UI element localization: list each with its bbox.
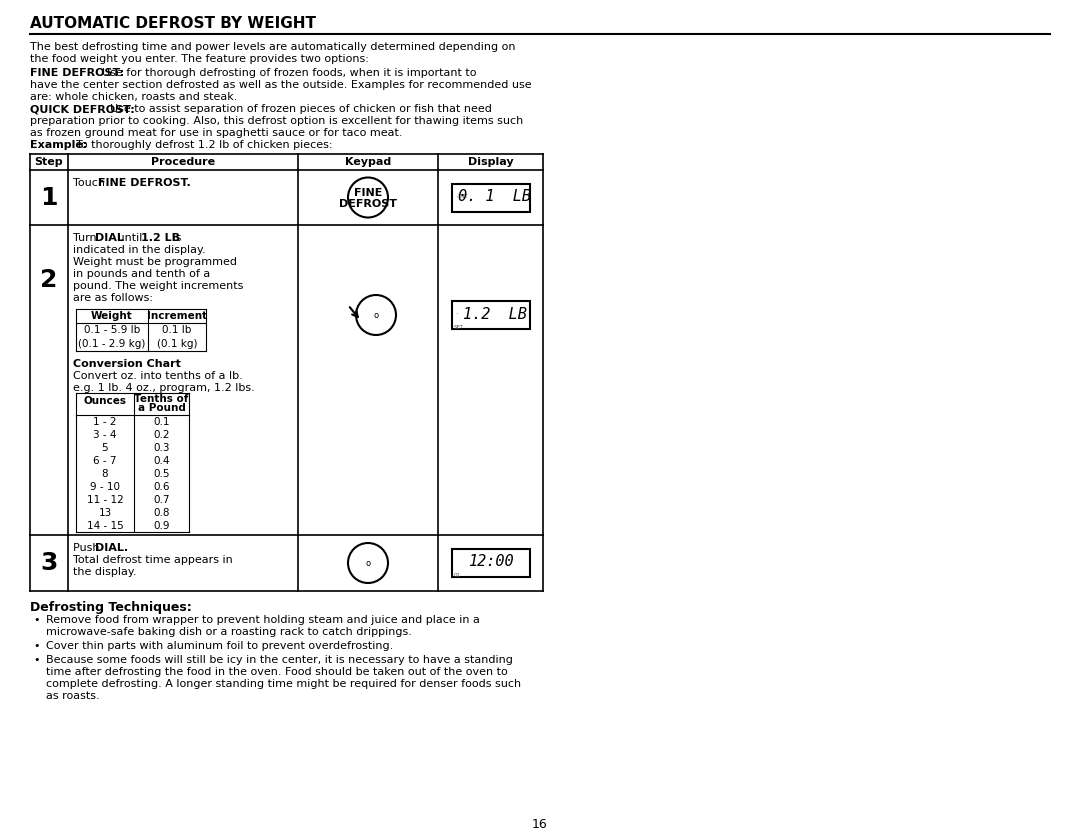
Text: Cover thin parts with aluminum foil to prevent overdefrosting.: Cover thin parts with aluminum foil to p… — [46, 641, 393, 651]
Text: 0.8: 0.8 — [153, 508, 170, 518]
Text: 2: 2 — [40, 268, 57, 292]
Text: in pounds and tenth of a: in pounds and tenth of a — [73, 269, 211, 279]
Text: Touch: Touch — [73, 178, 108, 188]
Text: Conversion Chart: Conversion Chart — [73, 359, 180, 369]
Text: have the center section defrosted as well as the outside. Examples for recommend: have the center section defrosted as wel… — [30, 80, 531, 90]
Text: FINE DEFROST:: FINE DEFROST: — [30, 68, 124, 78]
Text: 0.1: 0.1 — [153, 417, 170, 427]
Text: Weight must be programmed: Weight must be programmed — [73, 257, 237, 267]
Text: 1.2  LB: 1.2 LB — [462, 307, 526, 321]
Text: o: o — [374, 310, 379, 319]
Text: SET: SET — [454, 325, 463, 330]
Text: Increment: Increment — [147, 311, 207, 321]
Text: 0.3: 0.3 — [153, 443, 170, 453]
Text: 0. 1  LB: 0. 1 LB — [458, 189, 531, 204]
Text: 3: 3 — [40, 551, 57, 575]
Text: 1.2 LB: 1.2 LB — [141, 233, 180, 243]
Text: Use to assist separation of frozen pieces of chicken or fish that need: Use to assist separation of frozen piece… — [110, 104, 491, 114]
Text: Step: Step — [35, 157, 64, 167]
Text: 0.7: 0.7 — [153, 495, 170, 505]
Text: 13: 13 — [98, 508, 111, 518]
Text: o: o — [365, 559, 370, 567]
Text: Weight: Weight — [91, 311, 133, 321]
Text: 9 - 10: 9 - 10 — [90, 482, 120, 492]
Text: TNT: TNT — [458, 193, 468, 198]
Text: 0.4: 0.4 — [153, 456, 170, 466]
Text: the food weight you enter. The feature provides two options:: the food weight you enter. The feature p… — [30, 54, 369, 64]
Text: until: until — [114, 233, 146, 243]
Text: as frozen ground meat for use in spaghetti sauce or for taco meat.: as frozen ground meat for use in spaghet… — [30, 128, 403, 138]
Text: a Pound: a Pound — [137, 403, 186, 413]
Text: 0.2: 0.2 — [153, 430, 170, 440]
Text: pound. The weight increments: pound. The weight increments — [73, 281, 243, 291]
Text: Procedure: Procedure — [151, 157, 215, 167]
Text: DIAL: DIAL — [95, 233, 124, 243]
Text: The best defrosting time and power levels are automatically determined depending: The best defrosting time and power level… — [30, 42, 515, 52]
Text: Remove food from wrapper to prevent holding steam and juice and place in a: Remove food from wrapper to prevent hold… — [46, 615, 480, 625]
Text: 5: 5 — [102, 443, 108, 453]
Text: 01: 01 — [454, 573, 460, 578]
Text: Push: Push — [73, 543, 103, 553]
Text: DIAL.: DIAL. — [95, 543, 129, 553]
Text: 8: 8 — [102, 469, 108, 479]
Text: (0.1 - 2.9 kg): (0.1 - 2.9 kg) — [79, 339, 146, 349]
Text: time after defrosting the food in the oven. Food should be taken out of the oven: time after defrosting the food in the ov… — [46, 667, 508, 677]
Text: the display.: the display. — [73, 567, 136, 577]
Text: QUICK DEFROST:: QUICK DEFROST: — [30, 104, 135, 114]
Text: Because some foods will still be icy in the center, it is necessary to have a st: Because some foods will still be icy in … — [46, 655, 513, 665]
Text: are as follows:: are as follows: — [73, 293, 153, 303]
Text: •: • — [33, 615, 40, 625]
Text: (0.1 kg): (0.1 kg) — [157, 339, 198, 349]
Text: 0.1 lb: 0.1 lb — [162, 325, 191, 335]
Text: •: • — [33, 641, 40, 651]
Text: Keypad: Keypad — [345, 157, 391, 167]
Text: Defrosting Techniques:: Defrosting Techniques: — [30, 601, 192, 614]
Text: Ounces: Ounces — [83, 396, 126, 406]
Text: 16: 16 — [532, 818, 548, 831]
Text: .: . — [456, 307, 458, 316]
Text: 0.6: 0.6 — [153, 482, 170, 492]
Text: are: whole chicken, roasts and steak.: are: whole chicken, roasts and steak. — [30, 92, 238, 102]
Text: preparation prior to cooking. Also, this defrost option is excellent for thawing: preparation prior to cooking. Also, this… — [30, 116, 523, 126]
Text: 11 - 12: 11 - 12 — [86, 495, 123, 505]
Text: FINE: FINE — [354, 188, 382, 198]
Text: Tenths of: Tenths of — [134, 394, 189, 404]
Text: 14 - 15: 14 - 15 — [86, 521, 123, 531]
Text: 0.1 - 5.9 lb: 0.1 - 5.9 lb — [84, 325, 140, 335]
Text: •: • — [33, 655, 40, 665]
Text: FINE DEFROST.: FINE DEFROST. — [98, 178, 191, 188]
Text: 0.5: 0.5 — [153, 469, 170, 479]
Text: Convert oz. into tenths of a lb.: Convert oz. into tenths of a lb. — [73, 371, 243, 381]
Text: indicated in the display.: indicated in the display. — [73, 245, 205, 255]
Text: DEFROST: DEFROST — [339, 198, 397, 208]
Text: Turn: Turn — [73, 233, 100, 243]
Text: Total defrost time appears in: Total defrost time appears in — [73, 555, 233, 565]
Text: 1 - 2: 1 - 2 — [93, 417, 117, 427]
Text: Example:: Example: — [30, 140, 87, 150]
Text: AUTOMATIC DEFROST BY WEIGHT: AUTOMATIC DEFROST BY WEIGHT — [30, 16, 316, 31]
Text: e.g. 1 lb. 4 oz., program, 1.2 lbs.: e.g. 1 lb. 4 oz., program, 1.2 lbs. — [73, 383, 255, 393]
Text: 1: 1 — [40, 185, 57, 209]
Text: 12:00: 12:00 — [468, 555, 513, 570]
Text: 6 - 7: 6 - 7 — [93, 456, 117, 466]
Text: Use for thorough defrosting of frozen foods, when it is important to: Use for thorough defrosting of frozen fo… — [102, 68, 476, 78]
Text: microwave-safe baking dish or a roasting rack to catch drippings.: microwave-safe baking dish or a roasting… — [46, 627, 411, 637]
Text: as roasts.: as roasts. — [46, 691, 99, 701]
Text: 0.9: 0.9 — [153, 521, 170, 531]
Text: To thoroughly defrost 1.2 lb of chicken pieces:: To thoroughly defrost 1.2 lb of chicken … — [76, 140, 333, 150]
Text: Display: Display — [468, 157, 513, 167]
Text: is: is — [168, 233, 181, 243]
Text: 3 - 4: 3 - 4 — [93, 430, 117, 440]
Text: complete defrosting. A longer standing time might be required for denser foods s: complete defrosting. A longer standing t… — [46, 679, 522, 689]
Text: .: . — [456, 189, 458, 198]
